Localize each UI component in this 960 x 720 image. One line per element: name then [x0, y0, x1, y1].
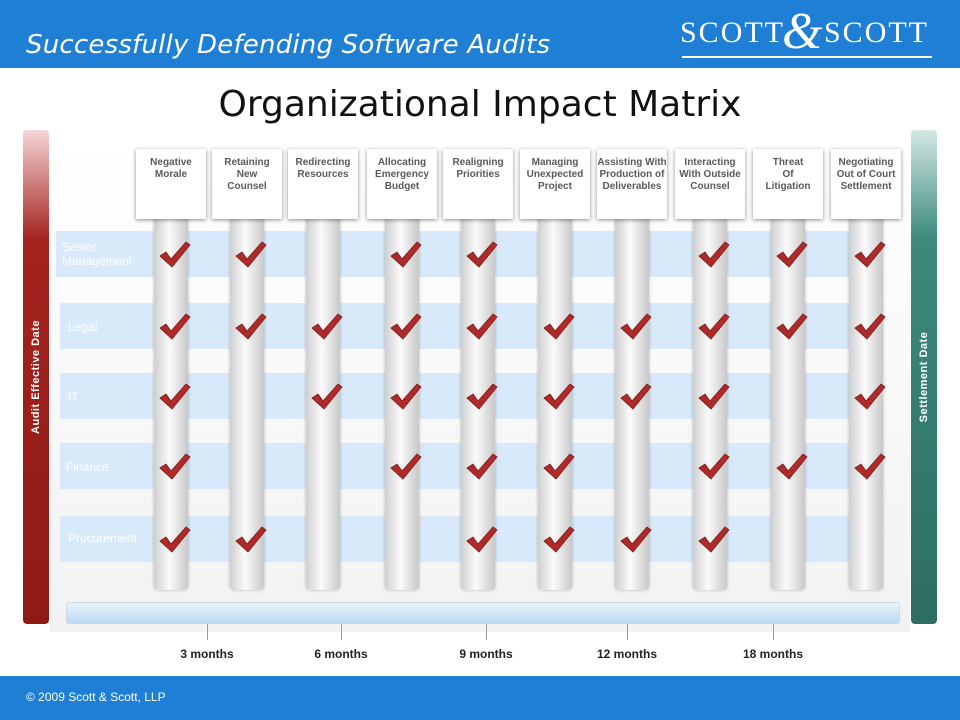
settlement-date-label: Settlement Date [918, 331, 930, 423]
check-mark-icon [466, 526, 498, 553]
header-bar: Successfully Defending Software Audits S… [0, 0, 960, 68]
page-title: Organizational Impact Matrix [218, 84, 742, 125]
logo-ampersand: & [782, 3, 823, 60]
check-mark-icon [698, 383, 730, 410]
check-mark-icon [466, 383, 498, 410]
timeline-label: 6 months [314, 647, 368, 661]
column-header-label: Assisting With Production of Deliverable… [597, 157, 667, 192]
timeline-track [66, 602, 900, 624]
check-mark-icon [390, 383, 422, 410]
column-tube [230, 215, 264, 590]
column-header: Negotiating Out of Court Settlement [831, 149, 901, 219]
check-mark-icon [776, 453, 808, 480]
column-header-label: Managing Unexpected Project [526, 157, 584, 192]
row-label: Finance [66, 460, 109, 474]
check-mark-icon [159, 453, 191, 480]
check-mark-icon [159, 526, 191, 553]
check-mark-icon [698, 313, 730, 340]
column-header: Interacting With Outside Counsel [675, 149, 745, 219]
timeline-tick [773, 624, 774, 640]
column-header: Threat Of Litigation [753, 149, 823, 219]
row-label: Legal [68, 320, 98, 334]
timeline-tick [207, 624, 208, 640]
check-mark-icon [620, 313, 652, 340]
check-mark-icon [620, 526, 652, 553]
check-mark-icon [466, 241, 498, 268]
check-mark-icon [698, 453, 730, 480]
column-header: Redirecting Resources [288, 149, 358, 219]
check-mark-icon [698, 526, 730, 553]
check-mark-icon [543, 383, 575, 410]
check-mark-icon [698, 241, 730, 268]
check-mark-icon [390, 313, 422, 340]
check-mark-icon [776, 241, 808, 268]
column-header: Managing Unexpected Project [520, 149, 590, 219]
timeline-label: 3 months [180, 647, 234, 661]
check-mark-icon [159, 241, 191, 268]
column-tube [771, 215, 805, 590]
check-mark-icon [543, 313, 575, 340]
timeline-tick [627, 624, 628, 640]
column-header: Realigning Priorities [443, 149, 513, 219]
column-header-label: Retaining New Counsel [224, 157, 270, 192]
header-title: Successfully Defending Software Audits [26, 30, 551, 60]
column-header-label: Allocating Emergency Budget [375, 157, 429, 192]
footer-copyright: © 2009 Scott & Scott, LLP [26, 690, 166, 704]
audit-effective-date-bar: Audit Effective Date [23, 130, 49, 624]
row-label: Procurement [68, 531, 137, 545]
check-mark-icon [235, 526, 267, 553]
logo-word-left: SCOTT [680, 16, 786, 49]
column-header-label: Threat Of Litigation [765, 157, 811, 192]
check-mark-icon [854, 313, 886, 340]
check-mark-icon [159, 313, 191, 340]
column-header-label: Negotiating Out of Court Settlement [836, 157, 896, 192]
check-mark-icon [543, 453, 575, 480]
check-mark-icon [159, 383, 191, 410]
audit-effective-date-label: Audit Effective Date [30, 320, 42, 434]
check-mark-icon [390, 453, 422, 480]
check-mark-icon [776, 313, 808, 340]
settlement-date-bar: Settlement Date [911, 130, 937, 624]
check-mark-icon [235, 241, 267, 268]
check-mark-icon [620, 383, 652, 410]
column-header-label: Redirecting Resources [295, 157, 351, 180]
column-header: Allocating Emergency Budget [367, 149, 437, 219]
check-mark-icon [854, 453, 886, 480]
check-mark-icon [390, 241, 422, 268]
column-header: Negative Morale [136, 149, 206, 219]
column-header: Retaining New Counsel [212, 149, 282, 219]
check-mark-icon [311, 383, 343, 410]
scott-scott-logo: SCOTT & SCOTT [680, 3, 938, 60]
timeline-tick [486, 624, 487, 640]
logo-word-right: SCOTT [824, 16, 930, 49]
logo-underline [682, 56, 932, 58]
check-mark-icon [311, 313, 343, 340]
check-mark-icon [466, 453, 498, 480]
timeline-label: 9 months [459, 647, 513, 661]
column-header: Assisting With Production of Deliverable… [597, 149, 667, 219]
check-mark-icon [854, 383, 886, 410]
column-header-label: Interacting With Outside Counsel [679, 157, 741, 192]
check-mark-icon [466, 313, 498, 340]
footer-bar: © 2009 Scott & Scott, LLP [0, 676, 960, 720]
timeline-tick [341, 624, 342, 640]
check-mark-icon [854, 241, 886, 268]
row-label: Senior Management [62, 240, 133, 268]
column-header-label: Realigning Priorities [452, 157, 504, 180]
row-label: IT [68, 390, 79, 404]
timeline-label: 18 months [742, 647, 804, 661]
timeline-label: 12 months [596, 647, 658, 661]
check-mark-icon [543, 526, 575, 553]
check-mark-icon [235, 313, 267, 340]
column-header-label: Negative Morale [150, 157, 192, 180]
